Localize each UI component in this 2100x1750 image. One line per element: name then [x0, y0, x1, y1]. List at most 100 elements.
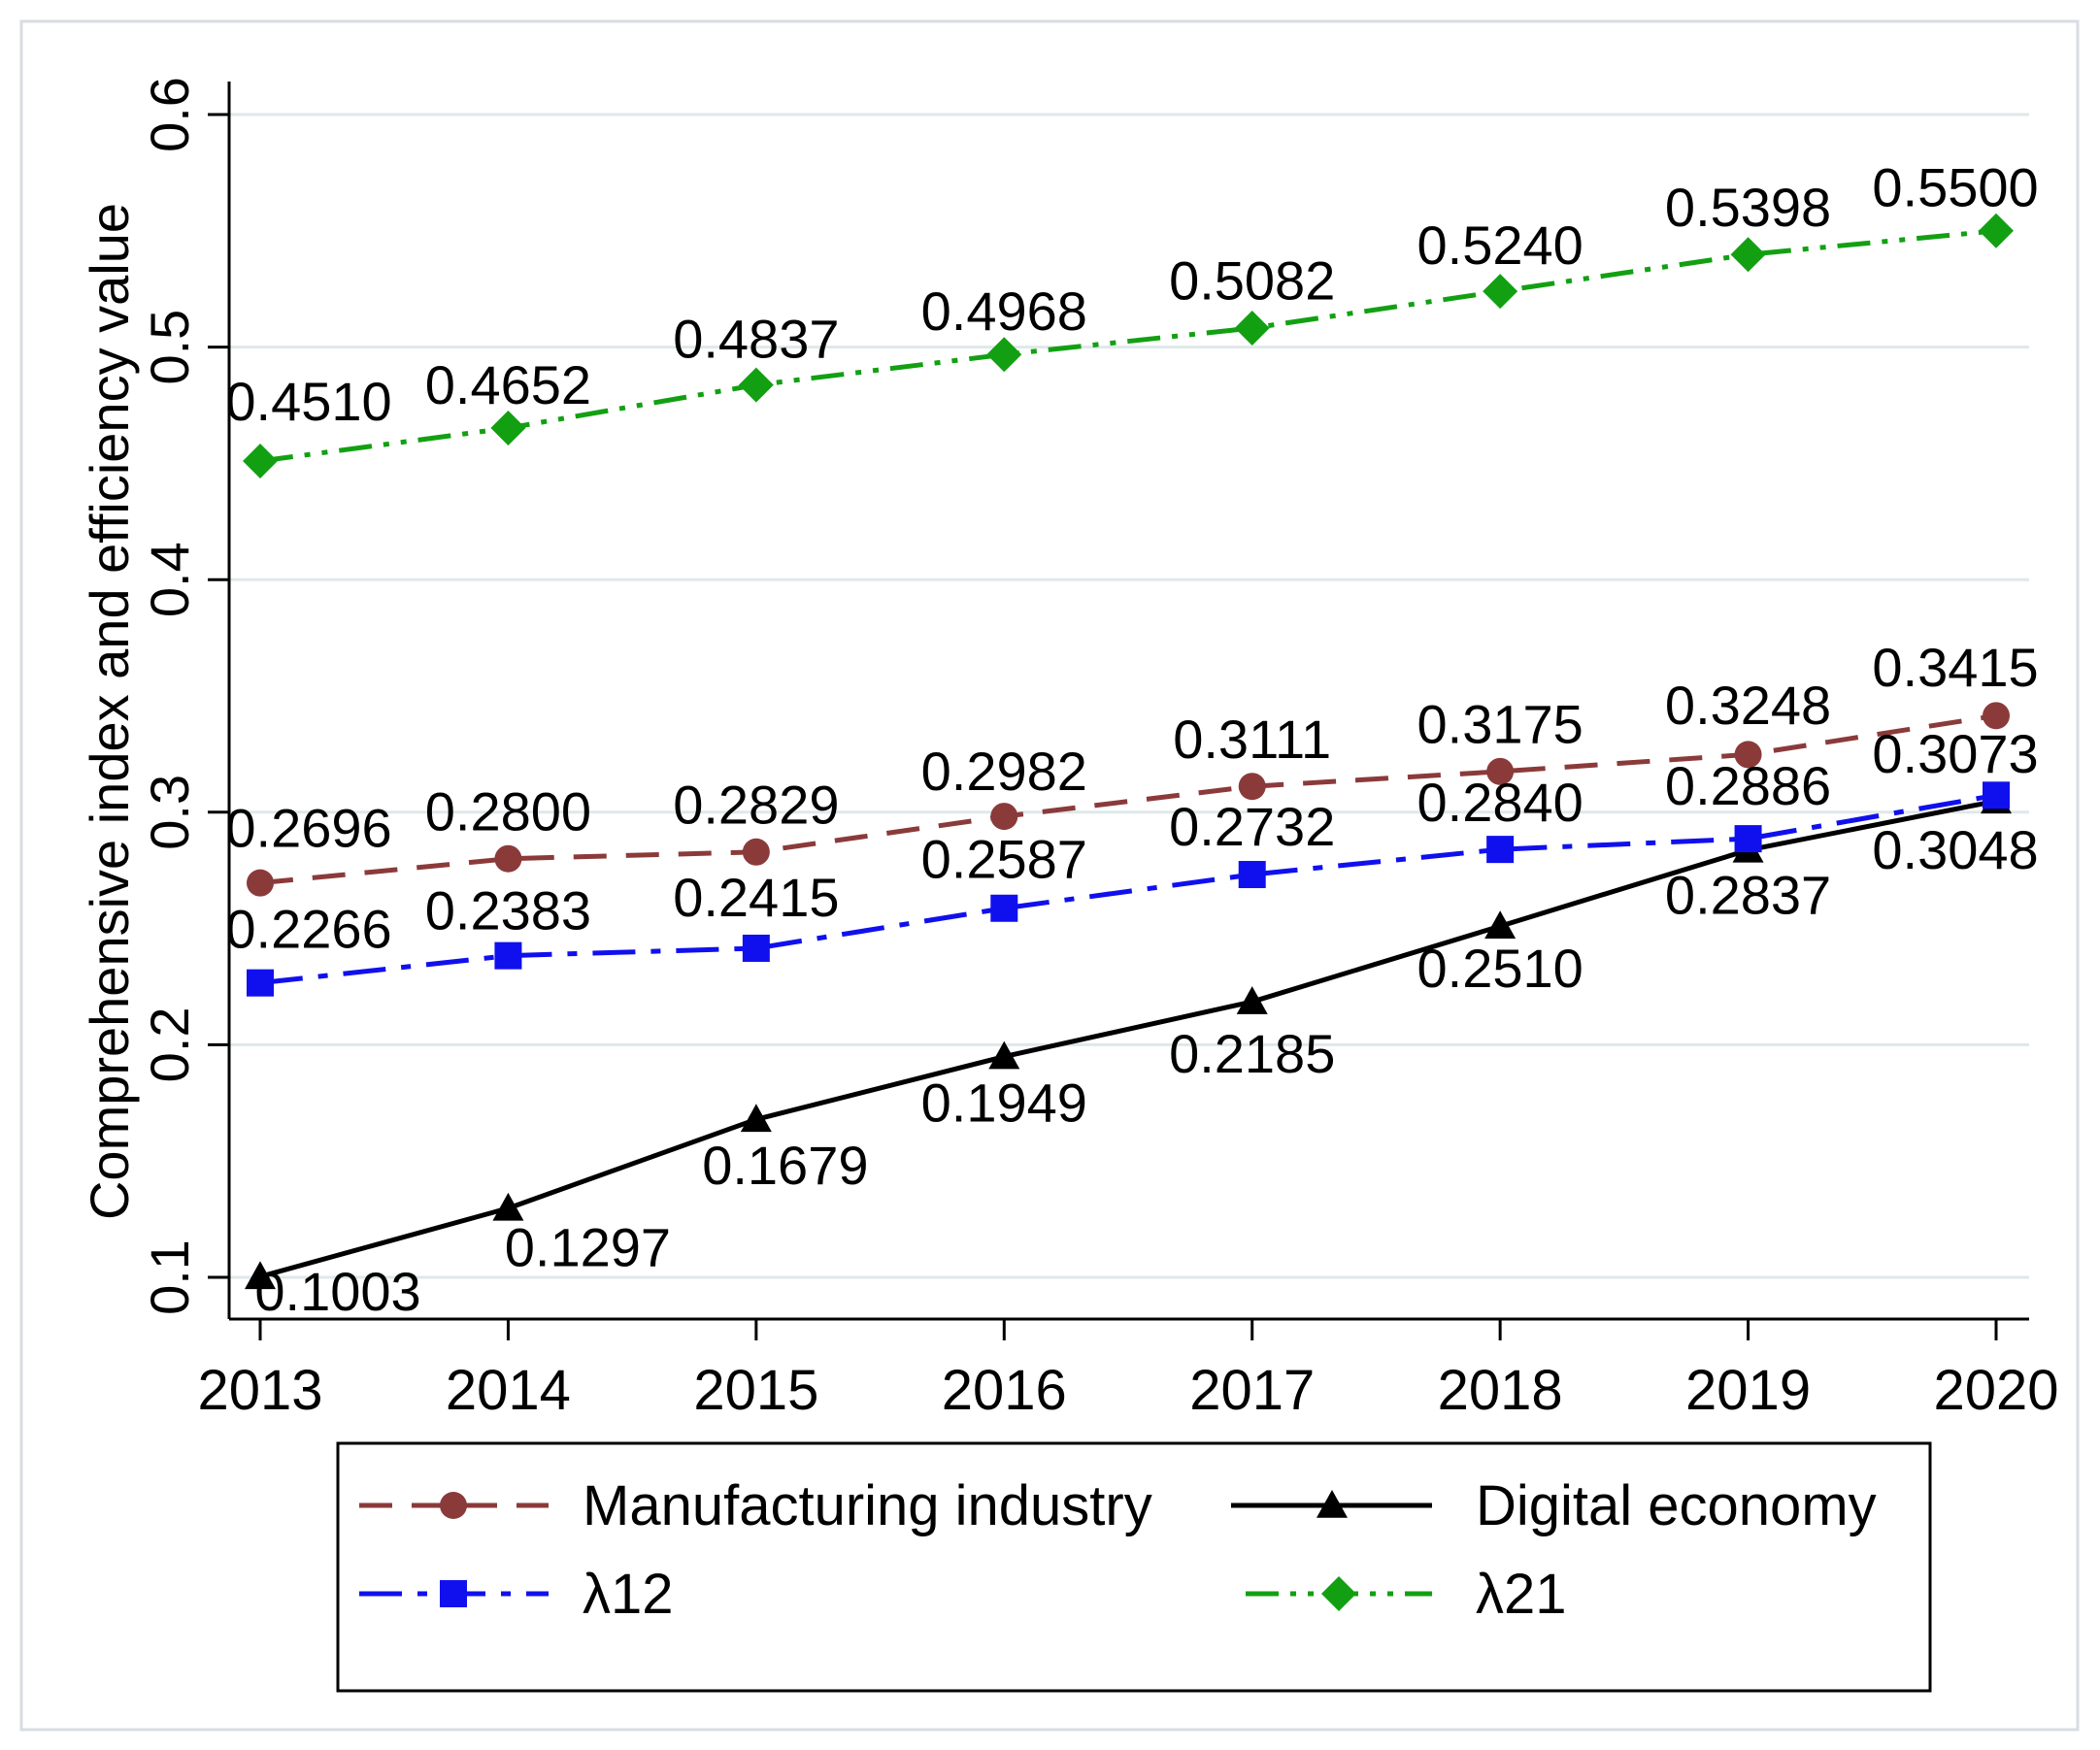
data-point-digital-economy: [740, 1104, 772, 1133]
data-point-lambda21: [986, 337, 1022, 373]
series-line-manufacturing-industry: [259, 712, 1997, 886]
y-tick-label: 0.1: [139, 1239, 200, 1315]
data-label-lambda12: 0.2415: [673, 867, 839, 928]
legend-label-lambda21: λ21: [1476, 1563, 1567, 1626]
legend-marker-manufacturing-industry: [440, 1492, 467, 1519]
legend-label-lambda12: λ12: [583, 1563, 674, 1626]
data-label-manufacturing-industry: 0.2829: [673, 775, 839, 836]
plot-area: [229, 82, 2029, 1319]
data-label-lambda12: 0.3073: [1872, 723, 2038, 784]
legend-marker-digital-economy: [1317, 1490, 1348, 1518]
data-point-manufacturing-industry: [742, 838, 770, 866]
y-axis-title: Comprehensive index and efficiency value: [79, 203, 140, 1220]
data-label-lambda21: 0.4510: [225, 371, 391, 432]
y-tick-label: 0.3: [139, 775, 200, 850]
x-tick-label: 2015: [693, 1359, 818, 1422]
series-line-lambda12: [259, 792, 1997, 986]
data-point-lambda21: [738, 367, 774, 403]
data-point-digital-economy: [988, 1040, 1020, 1070]
data-label-digital-economy: 0.2837: [1665, 865, 1831, 926]
y-ticks: 0.1 0.2 0.3 0.4 0.5 0.6: [139, 77, 229, 1315]
data-label-lambda21: 0.4652: [425, 354, 591, 415]
data-label-lambda21: 0.4968: [921, 281, 1087, 342]
data-label-digital-economy: 0.3048: [1872, 819, 2038, 880]
data-label-lambda21: 0.5082: [1169, 250, 1335, 312]
legend: Manufacturing industry Digital economy λ12…: [336, 1441, 1932, 1693]
series: [243, 213, 2014, 1290]
data-point-lambda12: [990, 894, 1018, 922]
data-label-manufacturing-industry: 0.3111: [1173, 709, 1331, 770]
data-label-digital-economy: 0.1003: [254, 1261, 420, 1322]
data-labels: 0.2696 0.2800 0.2829 0.2982 0.3111 0.3175 0.32…: [225, 157, 2038, 1322]
data-point-manufacturing-industry: [990, 803, 1018, 831]
data-point-manufacturing-industry: [1734, 741, 1762, 769]
data-label-digital-economy: 0.1297: [505, 1217, 671, 1278]
data-point-lambda12: [1734, 825, 1762, 853]
data-label-lambda12: 0.2383: [425, 879, 591, 941]
data-point-digital-economy: [1484, 910, 1517, 940]
y-tick-label: 0.4: [139, 542, 200, 617]
x-tick-label: 2014: [446, 1359, 571, 1422]
data-point-lambda21: [1730, 237, 1766, 273]
data-label-manufacturing-industry: 0.3415: [1872, 637, 2038, 698]
legend-label-manufacturing-industry: Manufacturing industry: [583, 1474, 1152, 1537]
data-label-lambda21: 0.5240: [1417, 215, 1583, 276]
data-label-digital-economy: 0.1679: [702, 1135, 868, 1196]
data-point-manufacturing-industry: [1238, 773, 1266, 801]
data-label-manufacturing-industry: 0.3248: [1665, 675, 1831, 736]
data-point-manufacturing-industry: [1983, 702, 2010, 730]
data-point-lambda21: [243, 444, 278, 479]
data-point-manufacturing-industry: [494, 844, 522, 873]
data-label-manufacturing-industry: 0.2696: [225, 797, 391, 858]
x-tick-label: 2020: [1933, 1359, 2058, 1422]
data-label-manufacturing-industry: 0.3175: [1417, 694, 1583, 755]
data-label-lambda12: 0.2266: [225, 898, 391, 959]
data-point-lambda21: [1979, 213, 2014, 248]
legend-box: [336, 1441, 1932, 1693]
data-label-lambda12: 0.2840: [1417, 772, 1583, 833]
axes: [227, 82, 2029, 1321]
legend-label-digital-economy: Digital economy: [1476, 1474, 1877, 1537]
data-label-manufacturing-industry: 0.2982: [921, 741, 1087, 802]
data-point-manufacturing-industry: [1486, 757, 1515, 785]
x-tick-label: 2018: [1438, 1359, 1563, 1422]
data-point-lambda12: [1983, 781, 2010, 809]
series-line-lambda21: [259, 228, 1997, 464]
series-line-digital-economy: [259, 798, 1997, 1279]
x-tick-label: 2019: [1685, 1359, 1811, 1422]
y-tick-label: 0.2: [139, 1007, 200, 1082]
legend-marker-lambda12: [440, 1580, 467, 1607]
x-ticks: 2013 2014 2015 2016 2017 2018 2019 2020: [197, 1319, 2059, 1422]
data-label-lambda12: 0.2886: [1665, 755, 1831, 816]
data-label-digital-economy: 0.2510: [1417, 938, 1583, 999]
data-label-lambda21: 0.5500: [1872, 157, 2038, 218]
data-point-lambda12: [1486, 836, 1515, 864]
x-tick-label: 2017: [1189, 1359, 1315, 1422]
data-point-lambda12: [247, 969, 274, 997]
data-point-manufacturing-industry: [247, 869, 274, 897]
y-tick-label: 0.6: [139, 77, 200, 152]
data-label-lambda21: 0.5398: [1665, 177, 1831, 238]
y-tick-label: 0.5: [139, 310, 200, 385]
data-label-manufacturing-industry: 0.2800: [425, 781, 591, 842]
data-point-lambda12: [494, 941, 522, 970]
data-point-lambda12: [742, 934, 770, 962]
data-label-lambda12: 0.2587: [921, 829, 1087, 890]
data-label-lambda12: 0.2732: [1169, 796, 1335, 857]
data-point-lambda21: [490, 410, 526, 446]
legend-marker-lambda21: [1321, 1576, 1356, 1611]
x-tick-label: 2016: [942, 1359, 1067, 1422]
data-point-digital-economy: [492, 1192, 524, 1221]
data-point-lambda21: [1483, 274, 1518, 310]
data-point-lambda12: [1238, 861, 1266, 889]
data-point-digital-economy: [245, 1261, 276, 1290]
x-tick-label: 2013: [197, 1359, 322, 1422]
data-point-lambda21: [1234, 310, 1270, 346]
gridlines: [229, 113, 2029, 1279]
data-point-digital-economy: [1236, 986, 1268, 1014]
data-label-digital-economy: 0.1949: [921, 1072, 1087, 1133]
data-label-lambda21: 0.4837: [673, 308, 839, 369]
data-label-digital-economy: 0.2185: [1169, 1023, 1335, 1084]
